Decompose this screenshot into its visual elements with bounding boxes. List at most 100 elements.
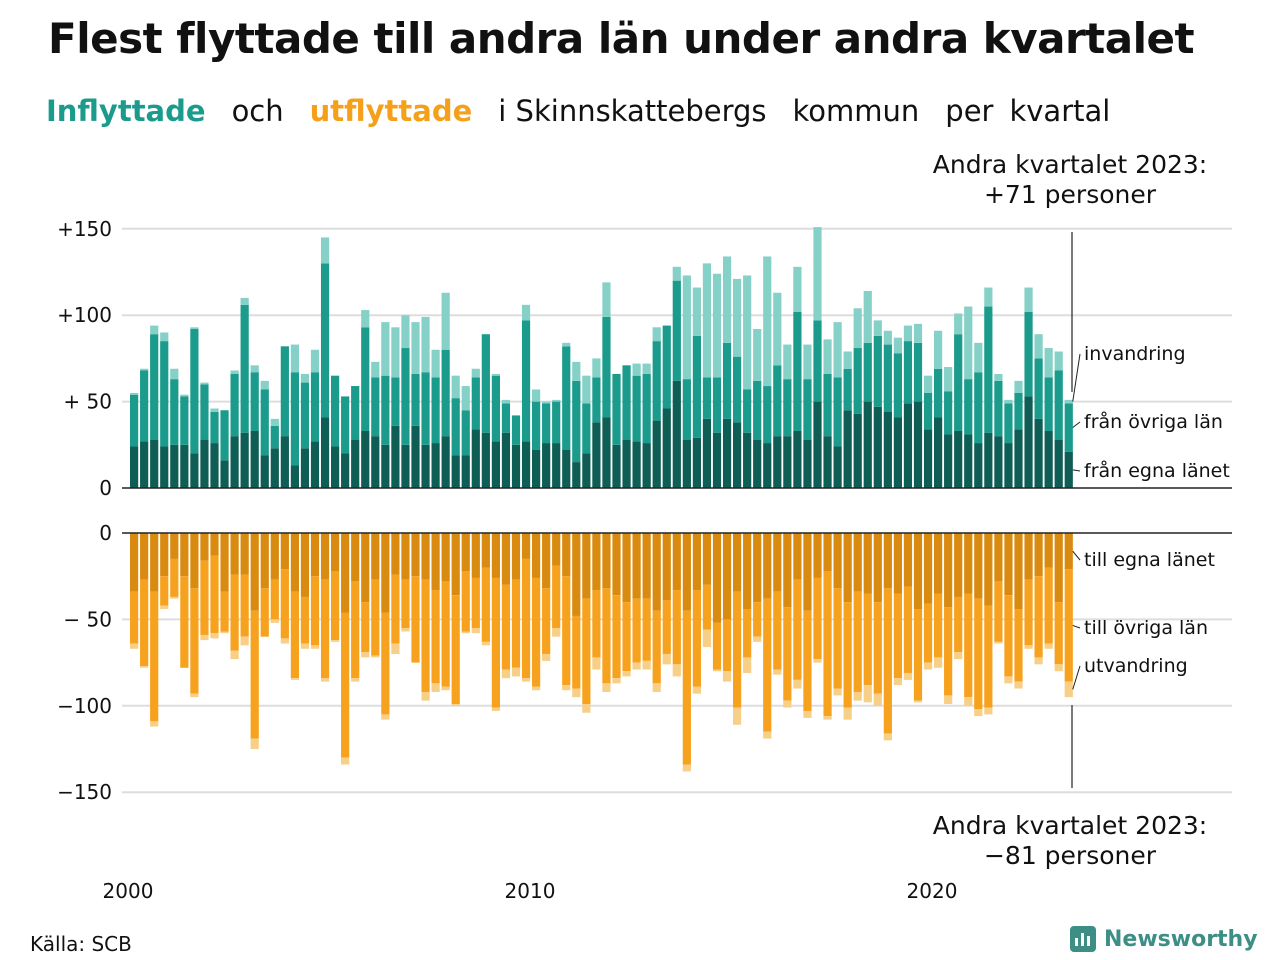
- bar-inflow-segment: [130, 394, 139, 447]
- bar-outflow-segment: [642, 660, 651, 670]
- bar-inflow-segment: [461, 386, 470, 411]
- bar-inflow-segment: [813, 320, 822, 402]
- bar-inflow-segment: [431, 443, 440, 488]
- bar-inflow-segment: [1024, 396, 1033, 488]
- bar-inflow-segment: [521, 304, 531, 321]
- bar-outflow-segment: [552, 628, 561, 637]
- bar-inflow-segment: [381, 375, 390, 445]
- bar-inflow-segment: [954, 313, 963, 335]
- bar-outflow-segment: [883, 588, 892, 734]
- bar-inflow-segment: [813, 227, 822, 321]
- bar-outflow-segment: [341, 612, 350, 758]
- bar-outflow-segment: [381, 533, 390, 613]
- bar-outflow-segment: [1044, 533, 1053, 568]
- bar-outflow-segment: [441, 533, 450, 582]
- label-leader: [1072, 624, 1081, 629]
- bar-inflow-segment: [883, 344, 892, 412]
- bar-inflow-segment: [1044, 348, 1053, 378]
- bar-outflow-segment: [280, 638, 289, 644]
- bar-outflow-segment: [431, 533, 440, 591]
- bar-outflow-segment: [441, 581, 450, 687]
- bar-inflow-segment: [381, 322, 390, 376]
- bar-inflow-segment: [652, 420, 661, 488]
- bar-outflow-segment: [431, 683, 440, 692]
- bar-inflow-segment: [733, 278, 742, 357]
- bar-inflow-segment: [1054, 351, 1063, 371]
- bar-outflow-segment: [290, 591, 299, 679]
- bar-inflow-segment: [381, 444, 390, 488]
- bar-outflow-segment: [270, 533, 279, 580]
- bar-inflow-segment: [1034, 358, 1043, 419]
- bar-inflow-segment: [240, 432, 249, 488]
- bar-inflow-segment: [632, 363, 641, 376]
- bar-outflow-segment: [461, 533, 470, 572]
- bar-outflow-segment: [773, 591, 782, 670]
- bar-inflow-segment: [160, 446, 169, 488]
- bar-outflow-segment: [813, 533, 822, 578]
- bar-inflow-segment: [391, 377, 400, 426]
- bar-outflow-segment: [582, 704, 591, 713]
- bar-outflow-segment: [1004, 533, 1013, 596]
- bar-inflow-segment: [1034, 418, 1043, 488]
- bar-outflow-segment: [753, 636, 762, 642]
- bar-inflow-segment: [672, 266, 681, 281]
- bar-outflow-segment: [632, 533, 641, 599]
- bar-outflow-segment: [592, 533, 601, 591]
- bar-inflow-segment: [773, 292, 782, 366]
- bar-inflow-segment: [893, 337, 902, 354]
- bar-outflow-segment: [501, 533, 511, 585]
- bar-inflow-segment: [793, 266, 802, 312]
- bar-outflow-segment: [853, 533, 862, 592]
- bar-outflow-segment: [521, 558, 531, 679]
- bar-outflow-segment: [612, 533, 621, 596]
- bar-inflow-segment: [934, 330, 943, 369]
- bar-inflow-segment: [310, 441, 320, 488]
- bar-inflow-segment: [642, 443, 651, 488]
- bar-outflow-segment: [371, 533, 380, 580]
- bar-inflow-segment: [743, 275, 752, 390]
- bar-outflow-segment: [853, 591, 862, 692]
- brand-name: Newsworthy: [1104, 926, 1258, 952]
- bar-outflow-segment: [682, 764, 691, 772]
- bar-inflow-segment: [471, 368, 480, 378]
- bar-outflow-segment: [923, 662, 933, 670]
- bar-outflow-segment: [592, 657, 601, 670]
- bar-outflow-segment: [702, 629, 712, 648]
- bar-inflow-segment: [230, 370, 239, 374]
- bar-inflow-segment: [200, 439, 209, 488]
- bar-outflow-segment: [692, 533, 701, 591]
- bar-outflow-segment: [833, 533, 842, 589]
- bar-inflow-segment: [773, 436, 782, 488]
- y-tick-label: 0: [99, 476, 112, 500]
- bar-outflow-segment: [411, 576, 420, 663]
- bar-inflow-segment: [984, 306, 993, 433]
- bar-inflow-segment: [873, 320, 882, 336]
- bar-outflow-segment: [712, 669, 722, 672]
- bar-inflow-segment: [260, 455, 269, 488]
- bar-outflow-segment: [481, 641, 490, 646]
- bar-outflow-segment: [1024, 533, 1033, 580]
- bar-outflow-segment: [562, 533, 571, 577]
- bar-inflow-segment: [612, 373, 621, 445]
- bar-inflow-segment: [783, 344, 792, 380]
- bar-outflow-segment: [1034, 576, 1043, 658]
- bar-inflow-segment: [562, 342, 571, 347]
- bar-outflow-segment: [883, 733, 892, 741]
- bar-outflow-segment: [200, 634, 209, 641]
- bar-outflow-segment: [733, 591, 742, 708]
- brand-logo: Newsworthy: [1070, 926, 1258, 952]
- bar-outflow-segment: [954, 533, 963, 597]
- bar-outflow-segment: [250, 533, 259, 611]
- y-tick-label: + 50: [63, 390, 112, 414]
- bar-outflow-segment: [873, 602, 882, 694]
- bar-outflow-segment: [320, 533, 330, 580]
- bar-inflow-segment: [934, 417, 943, 488]
- bar-outflow-segment: [190, 588, 199, 694]
- summary-inflow-line1: Andra kvartalet 2023:: [932, 150, 1208, 179]
- summary-inflow-line2: +71 personer: [983, 180, 1157, 209]
- bar-outflow-segment: [672, 664, 681, 677]
- bar-inflow-segment: [290, 465, 299, 488]
- bar-chart-icon: [1070, 926, 1096, 952]
- bar-outflow-segment: [602, 588, 611, 684]
